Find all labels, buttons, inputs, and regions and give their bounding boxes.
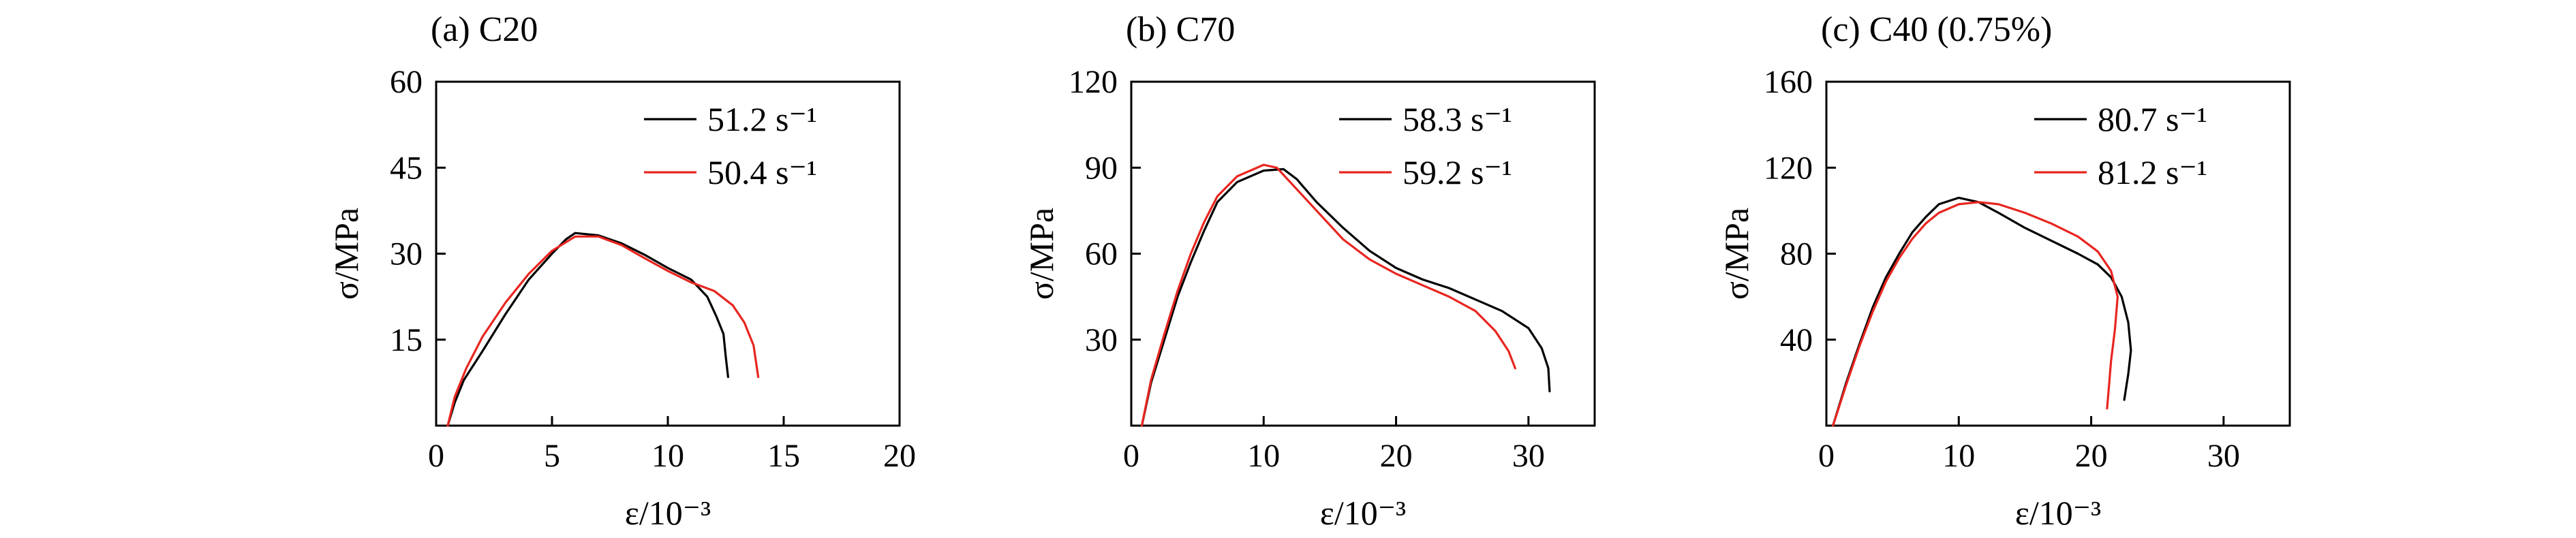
x-tick-label: 20 (1380, 438, 1413, 474)
x-tick-label: 30 (2207, 438, 2240, 474)
legend-label: 50.4 s⁻¹ (707, 153, 817, 191)
x-tick-label: 20 (2075, 438, 2108, 474)
legend: 58.3 s⁻¹ 59.2 s⁻¹ (1339, 100, 1512, 191)
series-line-1 (1832, 196, 2132, 427)
x-tick-label: 10 (651, 438, 684, 474)
x-tick-label: 0 (1818, 438, 1835, 474)
y-tick-label: 60 (1085, 236, 1118, 272)
x-tick-label: 30 (1512, 438, 1545, 474)
legend: 51.2 s⁻¹ 50.4 s⁻¹ (644, 100, 817, 191)
x-tick-label: 10 (1942, 438, 1975, 474)
y-tick-label: 120 (1069, 64, 1118, 100)
panel-title: (c) C40 (0.75%) (1821, 10, 2052, 49)
panel-title: (a) C20 (431, 10, 538, 49)
legend-label: 58.3 s⁻¹ (1402, 100, 1512, 138)
x-tick-label: 0 (1123, 438, 1139, 474)
plot-frame (1825, 80, 2291, 427)
series-line-1 (446, 232, 729, 427)
y-tick-label: 30 (390, 236, 423, 272)
chart-panel-1: (a) C20 0 5 10 15 20 15 30 45 60 ε/10⁻³ σ/MPa 51.2 s… (327, 10, 916, 532)
legend-label: 80.7 s⁻¹ (2098, 100, 2207, 138)
y-axis-title: σ/MPa (327, 208, 365, 300)
y-tick-label: 15 (390, 322, 423, 358)
y-tick-label: 60 (390, 64, 423, 100)
legend: 80.7 s⁻¹ 81.2 s⁻¹ (2034, 100, 2207, 191)
x-tick-label: 5 (544, 438, 560, 474)
series-line-2 (446, 235, 760, 427)
y-tick-label: 160 (1764, 64, 1813, 100)
panel-title: (b) C70 (1126, 10, 1235, 49)
y-tick-label: 90 (1085, 150, 1118, 186)
y-tick-label: 80 (1780, 236, 1813, 272)
y-tick-label: 30 (1085, 322, 1118, 358)
y-tick-label: 40 (1780, 322, 1813, 358)
y-tick-label: 45 (390, 150, 423, 186)
y-axis-title: σ/MPa (1717, 208, 1755, 300)
x-tick-label: 0 (428, 438, 444, 474)
chart-panel-2: (b) C70 0 10 20 30 30 60 90 120 ε/10⁻³ σ/MPa 58.3 s… (1022, 10, 1596, 532)
x-tick-label: 15 (767, 438, 800, 474)
y-tick-label: 120 (1764, 150, 1813, 186)
x-tick-label: 10 (1247, 438, 1280, 474)
series-line-2 (1140, 163, 1516, 427)
y-axis-title: σ/MPa (1022, 208, 1060, 300)
plot-frame (435, 80, 901, 427)
chart-panel-3: (c) C40 (0.75%) 0 10 20 30 40 80 120 160 ε/10⁻³ σ/… (1717, 10, 2291, 532)
x-tick-label: 20 (883, 438, 916, 474)
legend-label: 59.2 s⁻¹ (1402, 153, 1512, 191)
series-line-2 (1832, 201, 2119, 427)
x-axis-title: ε/10⁻³ (625, 494, 711, 532)
legend-label: 81.2 s⁻¹ (2098, 153, 2207, 191)
legend-label: 51.2 s⁻¹ (707, 100, 817, 138)
x-axis-title: ε/10⁻³ (2015, 494, 2101, 532)
series-line-1 (1140, 168, 1551, 427)
x-axis-title: ε/10⁻³ (1320, 494, 1406, 532)
